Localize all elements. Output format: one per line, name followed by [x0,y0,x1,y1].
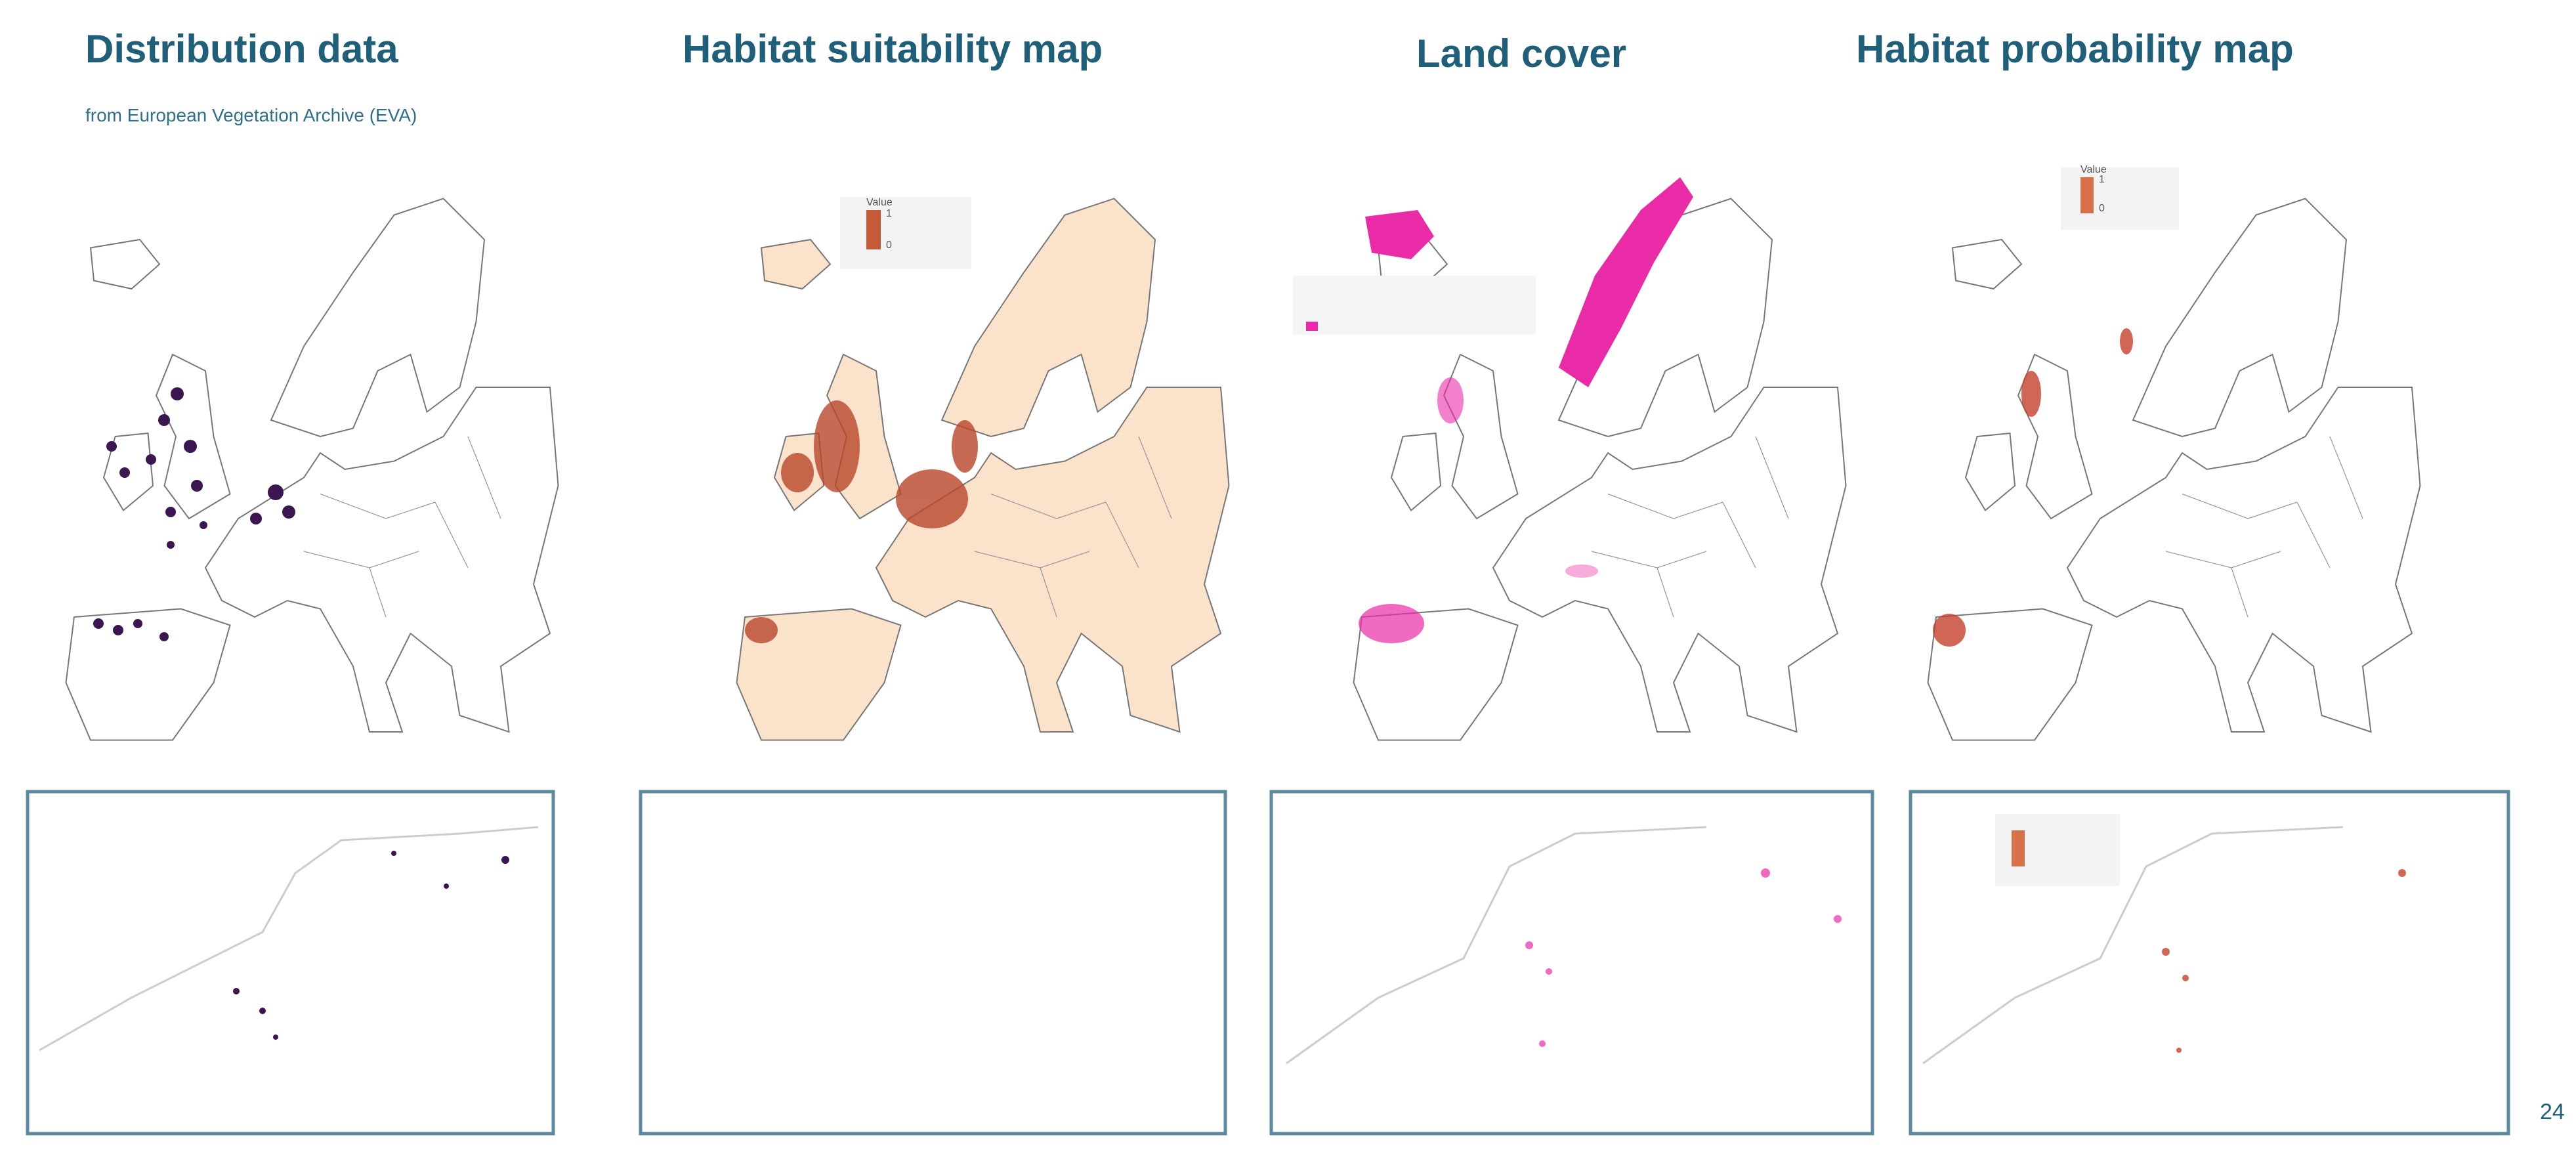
legend-min: 0 [886,240,892,251]
panel-subtitle: from European Vegetation Archive (EVA) [85,105,417,125]
legend-max: 1 [886,208,892,219]
legend-max: 1 [2099,174,2105,185]
panel-title: Distribution data [85,27,398,71]
zoom-distribution [26,790,555,1136]
zoom-land-cover [1269,790,1874,1136]
legend-title: Value [2080,164,2107,175]
map-suitability: Value 1 0 [736,197,1230,741]
map-land-cover [1293,177,1847,741]
map-distribution [65,198,559,741]
legend-title: Value [866,197,893,208]
legend-min: 0 [2099,203,2105,214]
map-probability: Value 1 0 [1927,164,2421,741]
panel-title: Habitat probability map [1856,27,2294,71]
zoom-suitability [639,790,1227,1136]
panel-title: Land cover [1416,32,1626,75]
page-number: 24 [2540,1099,2565,1124]
panel-title: Habitat suitability map [683,27,1103,71]
zoom-probability [1909,790,2510,1136]
